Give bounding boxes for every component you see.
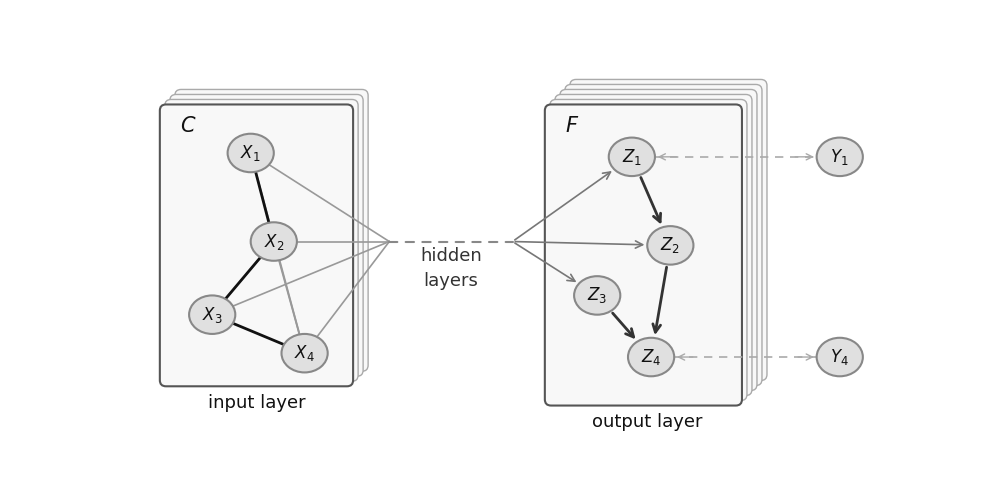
Text: hidden
layers: hidden layers xyxy=(420,247,482,290)
Text: output layer: output layer xyxy=(592,413,702,431)
FancyBboxPatch shape xyxy=(170,94,363,376)
FancyBboxPatch shape xyxy=(165,99,358,381)
Text: $Y_4$: $Y_4$ xyxy=(830,347,849,367)
Ellipse shape xyxy=(282,334,328,372)
Text: $X_4$: $X_4$ xyxy=(294,343,315,363)
Ellipse shape xyxy=(251,222,297,261)
Text: $X_2$: $X_2$ xyxy=(264,232,284,251)
FancyBboxPatch shape xyxy=(545,104,742,405)
FancyBboxPatch shape xyxy=(555,94,752,396)
Ellipse shape xyxy=(817,338,863,376)
Ellipse shape xyxy=(647,226,693,265)
Ellipse shape xyxy=(574,276,620,315)
Text: $Z_3$: $Z_3$ xyxy=(587,285,607,306)
FancyBboxPatch shape xyxy=(160,104,353,386)
Text: $Y_1$: $Y_1$ xyxy=(830,147,849,167)
FancyBboxPatch shape xyxy=(565,85,762,386)
Text: $X_3$: $X_3$ xyxy=(202,305,222,325)
Ellipse shape xyxy=(189,295,235,334)
FancyBboxPatch shape xyxy=(560,90,757,391)
Ellipse shape xyxy=(609,138,655,176)
Text: $Z_2$: $Z_2$ xyxy=(660,235,680,255)
FancyBboxPatch shape xyxy=(175,90,368,371)
Text: $F$: $F$ xyxy=(565,116,579,136)
FancyBboxPatch shape xyxy=(550,99,747,400)
Text: $Z_1$: $Z_1$ xyxy=(622,147,642,167)
Text: $X_1$: $X_1$ xyxy=(240,143,261,163)
Text: input layer: input layer xyxy=(208,394,306,412)
Ellipse shape xyxy=(228,134,274,172)
Text: $C$: $C$ xyxy=(180,116,196,136)
Ellipse shape xyxy=(817,138,863,176)
Ellipse shape xyxy=(628,338,674,376)
FancyBboxPatch shape xyxy=(570,79,767,380)
Text: $Z_4$: $Z_4$ xyxy=(641,347,661,367)
